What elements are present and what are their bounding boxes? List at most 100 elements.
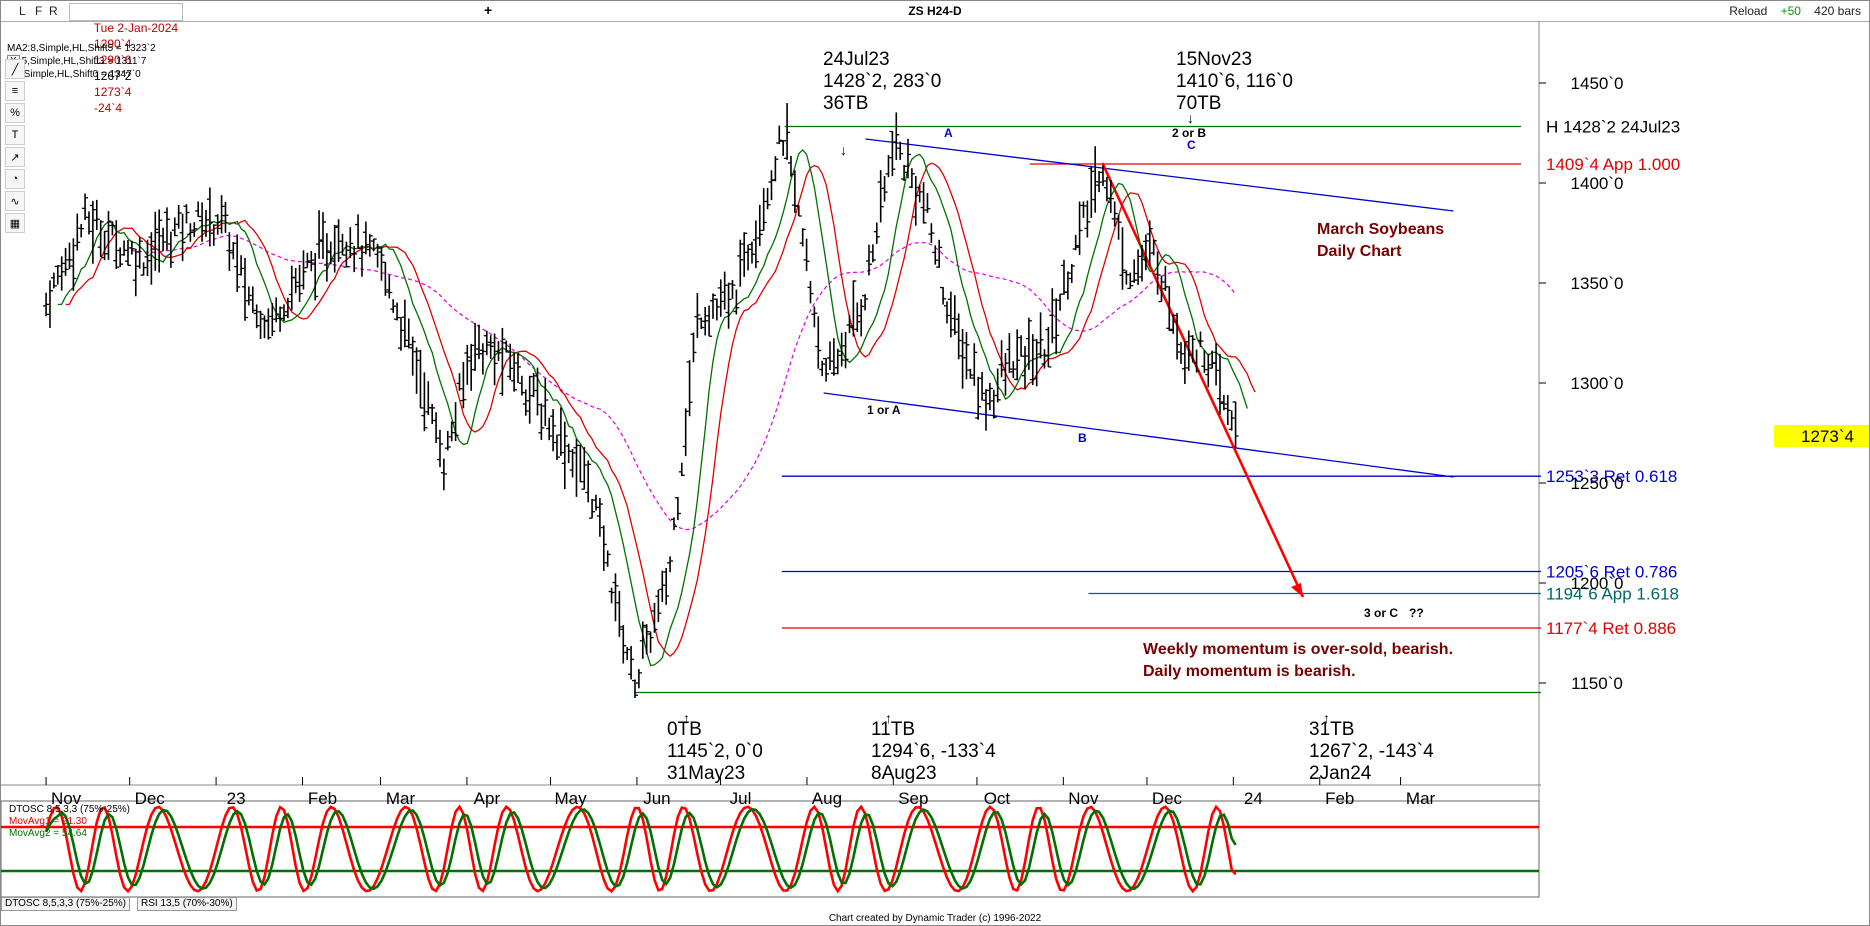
quote-low: 1267`2 <box>94 69 132 83</box>
time-tick-label: Jul <box>730 789 752 808</box>
channel-line <box>823 392 1454 478</box>
pivot-jan-label: 2Jan24 <box>1309 763 1372 784</box>
price-tick-label: 1400`0 <box>1571 174 1624 193</box>
time-tick-label: Nov <box>1068 789 1099 808</box>
pivot-arrow: ↓ <box>1187 110 1194 126</box>
title-bar: L F R Tue 2-Jan-2024 1290`4 1290`6 1267`… <box>1 1 1869 115</box>
pivot-arrow: ↑ <box>683 710 690 726</box>
projection-tool-icon[interactable]: ↗ <box>5 147 25 167</box>
line-tool-icon[interactable]: ╱ <box>5 59 25 79</box>
time-tick-label: Mar <box>386 789 416 808</box>
time-tick-label: Feb <box>1325 789 1354 808</box>
pivot-nov-label: 1410`6, 116`0 <box>1176 71 1293 92</box>
ma-legend-line-1: MA2:8,Simple,HL,Shift5 = 1323`2 <box>7 43 156 54</box>
ma-5-line <box>57 148 1248 667</box>
time-tick-label: Sep <box>898 789 928 808</box>
r-button[interactable]: R <box>49 4 58 18</box>
oscillator-legend: DTOSC 8,5,3,3 (75%-25%) MovAvg1 = 21.30 … <box>9 804 130 840</box>
time-tick-label: Jun <box>643 789 670 808</box>
chart-note-title-1: March Soybeans <box>1317 221 1444 238</box>
pivot-high-label: 36TB <box>823 93 868 114</box>
level-label: 1253`3 Ret 0.618 <box>1546 467 1677 486</box>
wave-label-a: A <box>944 126 953 140</box>
price-tick-label: 1350`0 <box>1571 274 1624 293</box>
ratio-tool-icon[interactable]: % <box>5 103 25 123</box>
pivot-jan-label: 1267`2, -143`4 <box>1309 741 1434 762</box>
pivot-low-label: 0TB <box>667 719 702 740</box>
price-tick-label: 1250`0 <box>1571 474 1624 493</box>
header-right: Reload +50 420 bars <box>1719 4 1861 18</box>
tab-rsi[interactable]: RSI 13,5 (70%-30%) <box>137 897 237 911</box>
pattern-tool-icon[interactable]: ∿ <box>5 191 25 211</box>
time-tick-label: Mar <box>1406 789 1436 808</box>
fib-tool-icon[interactable]: ≡ <box>5 81 25 101</box>
pivot-nov-label: 70TB <box>1176 93 1221 114</box>
chart-title: ZS H24-D <box>908 4 962 18</box>
time-tool-icon[interactable]: T <box>5 125 25 145</box>
pivot-aug-label: 1294`6, -133`4 <box>871 741 996 762</box>
wave-label-b: B <box>1078 431 1087 445</box>
time-tick-label: 23 <box>227 789 246 808</box>
pivot-nov-label: 15Nov23 <box>1176 49 1252 70</box>
bars-count: 420 bars <box>1814 4 1861 18</box>
ma-8-line <box>65 162 1256 658</box>
f-button[interactable]: F <box>35 4 43 18</box>
pivot-aug-label: 8Aug23 <box>871 763 937 784</box>
time-tick-label: Apr <box>474 789 501 808</box>
ma-legend: MA2:8,Simple,HL,Shift5 = 1323`2 X5,Simpl… <box>7 43 156 81</box>
price-tick-label: 1450`0 <box>1571 74 1624 93</box>
level-label: 1194`6 App 1.618 <box>1546 585 1679 604</box>
reload-button[interactable]: Reload <box>1729 4 1768 18</box>
tab-dtosc[interactable]: DTOSC 8,5,3,3 (75%-25%) <box>1 897 130 911</box>
current-price-box <box>1774 425 1869 447</box>
pivot-jan-label: 31TB <box>1309 719 1354 740</box>
pivot-arrow: ↑ <box>1323 710 1330 726</box>
quote-close: 1273`4 <box>94 85 132 99</box>
time-tick-label: 24 <box>1244 789 1263 808</box>
quote-box: Tue 2-Jan-2024 1290`4 1290`6 1267`2 1273… <box>69 3 184 115</box>
pivot-aug-label: 11TB <box>871 719 915 740</box>
l-button[interactable]: L <box>19 4 26 18</box>
price-tick-label: 1200`0 <box>1571 574 1624 593</box>
wave-label-c: C <box>1187 138 1196 152</box>
quote-high: 1290`6 <box>94 53 132 67</box>
wave-label-3c: 3 or C <box>1364 606 1398 620</box>
bars-delta[interactable]: +50 <box>1780 4 1801 18</box>
level-label: 1205`6 Ret 0.786 <box>1546 563 1677 582</box>
cycle-tool-icon[interactable]: ◔ <box>5 169 25 189</box>
credit-text: Chart created by Dynamic Trader (c) 1996… <box>828 913 1042 924</box>
quote-open: 1290`4 <box>94 37 132 51</box>
osc-ma2: MovAvg2 = 54.64 <box>9 828 87 839</box>
projection-arrow-head <box>1291 583 1304 597</box>
price-tick-label: 1150`0 <box>1571 674 1623 693</box>
pivot-low-label: 31May23 <box>667 763 745 784</box>
add-button[interactable]: + <box>484 2 493 18</box>
price-tick-label: 1300`0 <box>1571 374 1624 393</box>
pivot-arrow: ↑ <box>885 710 892 726</box>
oscillator-frame <box>1 800 1540 898</box>
chart-note-title-2: Daily Chart <box>1317 243 1402 260</box>
time-tick-label: Dec <box>135 789 166 808</box>
quote-change: -24`4 <box>94 101 123 115</box>
settings-tool-icon[interactable]: ▦ <box>5 213 25 233</box>
time-tick-label: Oct <box>984 789 1011 808</box>
time-tick-label: Dec <box>1152 789 1183 808</box>
time-tick-label: May <box>554 789 587 808</box>
osc-slow-line <box>44 807 1237 891</box>
ma-legend-line-3: :40,Simple,HL,Shift0 = 1347`0 <box>7 69 141 80</box>
osc-fast-line <box>44 804 1237 894</box>
indicator-tabs: DTOSC 8,5,3,3 (75%-25%) RSI 13,5 (70%-30… <box>1 897 1869 911</box>
wave-label-qq: ?? <box>1409 606 1424 620</box>
level-label: 1177`4 Ret 0.886 <box>1546 619 1676 638</box>
quote-date: Tue 2-Jan-2024 <box>93 21 179 35</box>
momentum-note-1: Weekly momentum is over-sold, bearish. <box>1143 641 1453 658</box>
projection-arrow <box>1101 162 1305 598</box>
level-label: 1409`4 App 1.000 <box>1546 155 1680 174</box>
osc-ma1: MovAvg1 = 21.30 <box>9 816 87 827</box>
channel-line <box>865 138 1454 212</box>
pivot-arrow: ↓ <box>840 142 847 158</box>
current-price-label: 1273`4 <box>1801 427 1854 446</box>
ma-legend-line-2: 5,Simple,HL,Shift3 = 1311`7 <box>21 56 147 67</box>
